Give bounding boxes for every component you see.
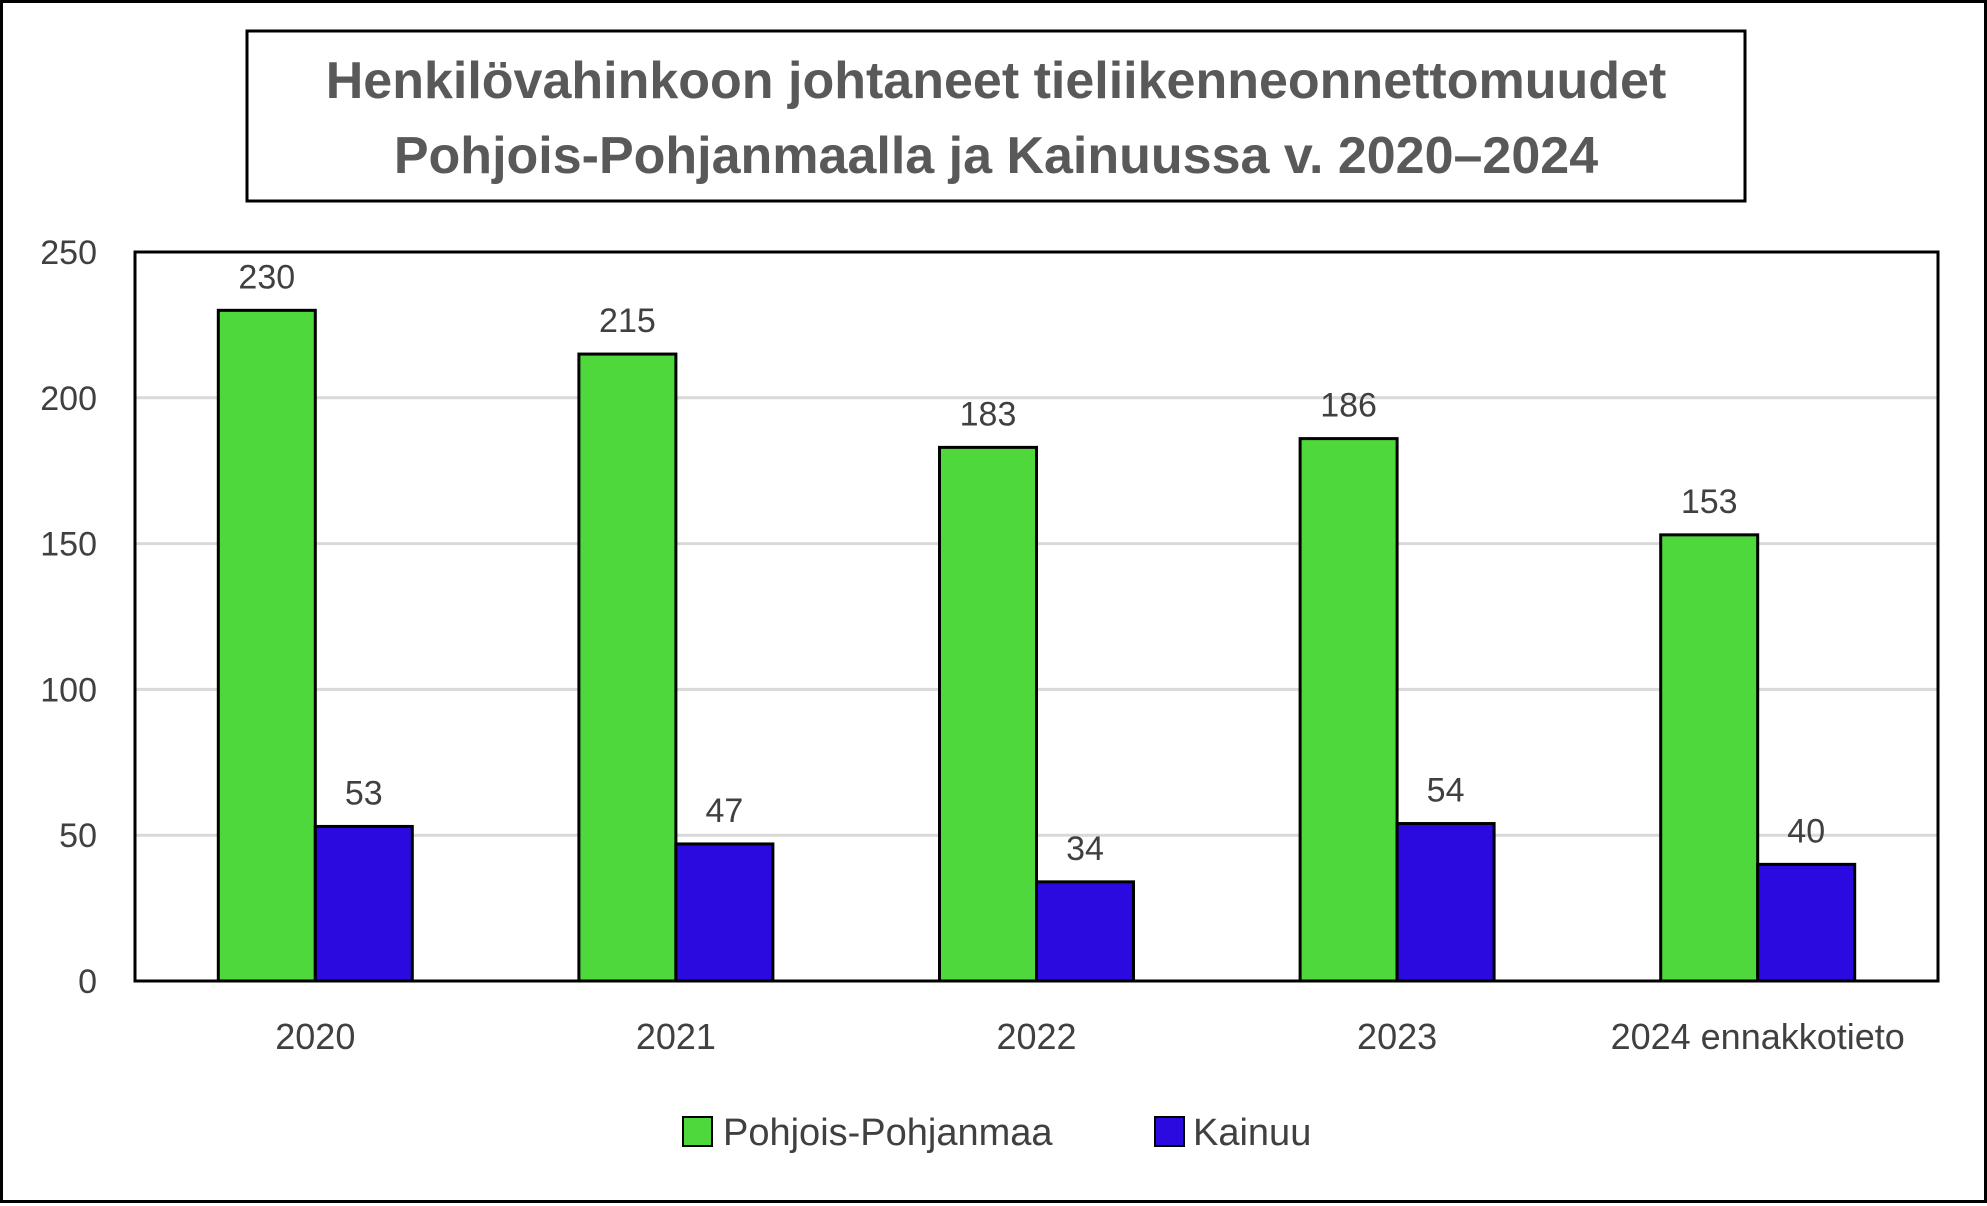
- bar-kainuu: [313, 824, 414, 983]
- bar-kainuu: [1035, 880, 1135, 983]
- data-label: 186: [1320, 387, 1377, 425]
- x-category-label: 2024 ennakkotieto: [1611, 1016, 1905, 1057]
- legend-swatch: [682, 1116, 713, 1147]
- bar-pohjois-pohjanmaa: [1659, 533, 1760, 983]
- chart-subtitle: Pohjois-Pohjanmaalla ja Kainuussa v. 202…: [394, 127, 1598, 185]
- x-axis-categories: 2020 2021 2022 2023 2024 ennakkotieto: [275, 1016, 1905, 1057]
- y-axis-ticks: 0 50 100 150 200 250: [40, 234, 97, 1001]
- data-label: 230: [238, 258, 295, 296]
- bar-kainuu: [1756, 862, 1857, 983]
- bar-pohjois-pohjanmaa: [938, 445, 1038, 983]
- title-box-border: [245, 29, 1747, 203]
- bars: [216, 308, 1857, 983]
- y-tick-label: 200: [40, 380, 97, 418]
- x-category-label: 2021: [636, 1016, 716, 1057]
- y-tick-label: 50: [59, 817, 97, 855]
- legend-label: Pohjois-Pohjanmaa: [723, 1112, 1053, 1154]
- y-tick-label: 250: [40, 234, 97, 272]
- legend-swatch: [1154, 1116, 1185, 1147]
- bar-pohjois-pohjanmaa: [1298, 437, 1399, 983]
- bar-kainuu: [1395, 822, 1496, 983]
- legend-label: Kainuu: [1193, 1112, 1311, 1154]
- data-label: 215: [599, 302, 656, 340]
- bar-chart: Henkilövahinkoon johtaneet tieliikenneon…: [40, 29, 1940, 1154]
- bar-pohjois-pohjanmaa: [577, 352, 678, 983]
- data-label: 183: [960, 395, 1017, 433]
- data-label: 53: [345, 774, 383, 812]
- data-label: 34: [1066, 830, 1104, 868]
- chart-title-box: Henkilövahinkoon johtaneet tieliikenneon…: [245, 29, 1747, 203]
- y-tick-label: 0: [78, 963, 97, 1001]
- x-category-label: 2023: [1357, 1016, 1437, 1057]
- y-tick-label: 150: [40, 526, 97, 564]
- x-category-label: 2022: [996, 1016, 1076, 1057]
- legend: Pohjois-Pohjanmaa Kainuu: [682, 1112, 1311, 1154]
- data-label: 54: [1427, 772, 1465, 810]
- data-label: 47: [705, 792, 743, 830]
- data-label: 40: [1787, 812, 1825, 850]
- chart-title: Henkilövahinkoon johtaneet tieliikenneon…: [326, 52, 1667, 110]
- x-category-label: 2020: [275, 1016, 355, 1057]
- bar-pohjois-pohjanmaa: [216, 308, 317, 983]
- plot-area-border: [133, 250, 1940, 983]
- data-label: 153: [1681, 483, 1738, 521]
- y-tick-label: 100: [40, 671, 97, 709]
- data-labels: 230 53 215 47 183 34 186 54 153 40: [238, 258, 1825, 868]
- bar-kainuu: [674, 842, 775, 983]
